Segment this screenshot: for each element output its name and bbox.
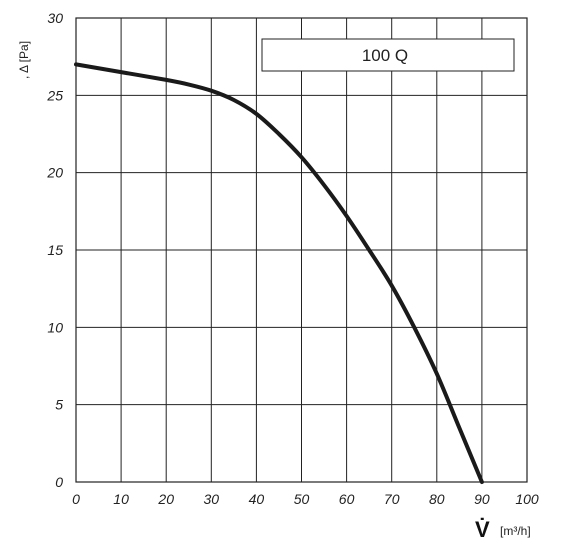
y-tick-label-0: 0 bbox=[55, 474, 63, 490]
tick-labels: 0 10 20 30 40 50 60 70 80 90 100 0 5 10 15 20 25 30 bbox=[46, 10, 538, 507]
x-tick-label-0: 0 bbox=[72, 491, 80, 507]
series-line-0 bbox=[74, 62, 484, 484]
x-tick-label-50: 50 bbox=[294, 491, 310, 507]
x-tick-label-10: 10 bbox=[113, 491, 129, 507]
legend: 100 Q bbox=[261, 38, 515, 72]
x-tick-label-100: 100 bbox=[515, 491, 539, 507]
x-axis-unit: [m³/h] bbox=[500, 524, 531, 538]
chart-grid bbox=[75, 17, 528, 483]
x-tick-label-80: 80 bbox=[429, 491, 445, 507]
y-tick-label-15: 15 bbox=[47, 242, 63, 258]
y-tick-label-20: 20 bbox=[46, 165, 63, 181]
y-axis-label: , Δ [Pa] bbox=[17, 41, 31, 79]
x-tick-label-70: 70 bbox=[384, 491, 400, 507]
x-axis-symbol: V̇ bbox=[475, 517, 490, 542]
x-tick-label-90: 90 bbox=[474, 491, 490, 507]
x-tick-label-30: 30 bbox=[204, 491, 220, 507]
series-layer bbox=[74, 62, 484, 484]
plot-frame bbox=[75, 17, 528, 483]
legend-label: 100 Q bbox=[362, 46, 408, 65]
x-tick-label-20: 20 bbox=[157, 491, 174, 507]
y-tick-label-30: 30 bbox=[47, 10, 63, 26]
x-tick-label-40: 40 bbox=[249, 491, 265, 507]
y-tick-label-5: 5 bbox=[55, 397, 63, 413]
legend-box bbox=[261, 38, 515, 72]
x-tick-label-60: 60 bbox=[339, 491, 355, 507]
y-tick-label-10: 10 bbox=[47, 319, 63, 335]
y-tick-label-25: 25 bbox=[46, 87, 63, 103]
